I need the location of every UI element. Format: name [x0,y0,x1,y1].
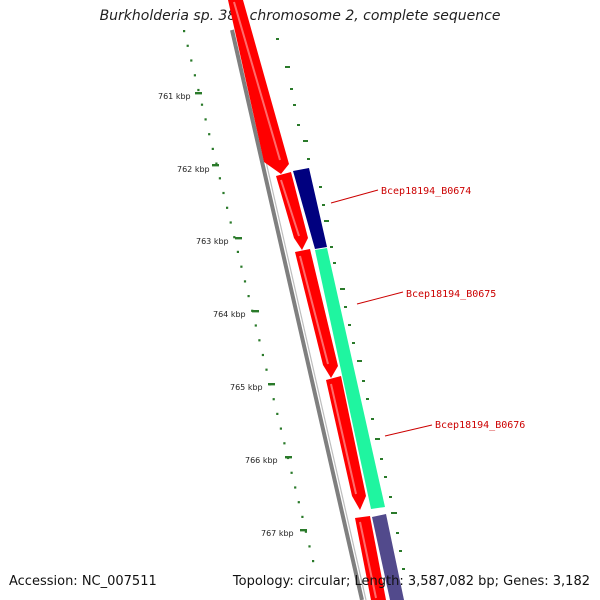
ruler-dot [240,265,243,268]
gene-bcep18194-b0674[interactable] [293,168,327,249]
ruler-dot [233,236,236,239]
tick-labels: 761 kbp 762 kbp 763 kbp 764 kbp 765 kbp … [158,92,294,538]
major-ticks [195,92,307,532]
gene-label-b0676[interactable]: Bcep18194_B0676 [435,420,525,431]
labeled-genes [293,168,404,600]
ruler-dot [294,486,297,489]
gene-label-b0674[interactable]: Bcep18194_B0674 [381,186,471,197]
tick-label: 762 kbp [177,165,210,174]
ruler-dot [272,398,275,401]
ruler-dot [190,59,193,62]
ruler-dot [193,74,196,77]
ruler-dot [186,44,189,47]
ruler-dot [254,324,257,327]
ruler-dot [290,471,293,474]
forward-strand-cds [228,0,386,600]
tick-label: 765 kbp [230,383,263,392]
gene-bcep18194-b0675[interactable] [315,248,385,509]
tick-label: 764 kbp [213,310,246,319]
ruler-dot [297,501,300,504]
ruler-dot [215,162,218,165]
ruler-dot [258,339,261,342]
ruler-dot [218,177,221,180]
ruler-dot [243,280,247,283]
ruler-dot [265,368,268,371]
ruler-dot [308,545,311,548]
ruler-dot [183,30,186,33]
accession-text: Accession: NC_007511 [9,574,157,589]
ruler-dot [276,412,279,415]
ruler-dot [226,206,229,209]
map-title: Burkholderia sp. 383 chromosome 2, compl… [99,8,501,24]
inner-ruler [183,30,315,563]
ruler-dot [236,250,239,253]
ruler-dot [229,221,232,224]
ruler-dot [208,133,211,136]
ruler-dot [312,560,315,563]
ruler-dot [204,118,207,121]
label-leaders [330,189,433,437]
gene-bcep18194-b0676[interactable] [372,514,404,600]
tick-label: 763 kbp [196,237,229,246]
ruler-dot [261,353,264,357]
ruler-dot [197,88,200,92]
backbone [230,29,367,600]
tick-label: 761 kbp [158,92,191,101]
outer-ruler [276,38,405,570]
ruler-dot [200,103,204,106]
ruler-dot [283,442,286,445]
ruler-dot [222,191,225,195]
ruler-dot [211,147,214,150]
ruler-dot [247,295,250,298]
gene-labels: Bcep18194_B0674 Bcep18194_B0675 Bcep1819… [381,186,525,431]
tick-label: 767 kbp [261,529,294,538]
ruler-dot [279,427,282,430]
topology-text: Topology: circular; Length: 3,587,082 bp… [232,574,590,589]
ruler-dot [304,530,307,533]
gene-label-b0675[interactable]: Bcep18194_B0675 [406,289,496,300]
ruler-dot [301,515,304,518]
tick-label: 766 kbp [245,456,278,465]
